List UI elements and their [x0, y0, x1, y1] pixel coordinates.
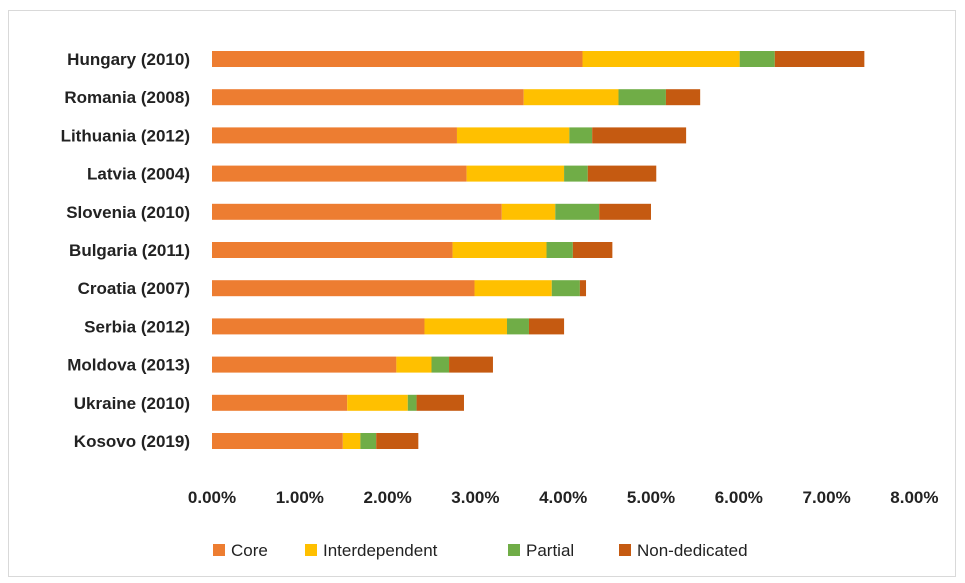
bar-segment-core	[212, 433, 343, 449]
category-label: Kosovo (2019)	[74, 432, 190, 451]
x-tick-label: 6.00%	[715, 488, 763, 507]
bar-segment-interdependent	[466, 165, 565, 182]
bar-segment-non-dedicated	[449, 356, 493, 373]
bar-segment-interdependent	[501, 203, 556, 220]
legend: Core Interdependent Partial Non-dedicated	[213, 541, 748, 560]
bar-segment-non-dedicated	[572, 242, 613, 258]
bar-segment-non-dedicated	[665, 89, 701, 106]
bar-segment-partial	[551, 280, 580, 297]
bar-segment-core	[212, 280, 475, 297]
bar-segment-interdependent	[452, 242, 547, 258]
category-label: Latvia (2004)	[87, 165, 190, 184]
bar-segment-partial	[555, 203, 600, 220]
bars	[212, 51, 865, 449]
category-label: Bulgaria (2011)	[69, 241, 190, 260]
bar-segment-core	[212, 127, 457, 144]
bar-segment-interdependent	[474, 280, 552, 297]
bar-segment-core	[212, 165, 467, 182]
bar-segment-interdependent	[396, 356, 432, 373]
bar-segment-interdependent	[347, 394, 408, 411]
bar-segment-non-dedicated	[774, 51, 865, 67]
x-tick-label: 5.00%	[627, 488, 675, 507]
legend-label: Non-dedicated	[637, 541, 748, 560]
bar-segment-non-dedicated	[528, 318, 565, 335]
bar-segment-partial	[407, 394, 417, 411]
bar-segment-core	[212, 51, 583, 67]
bar-segment-core	[212, 89, 524, 106]
bar-segment-partial	[569, 127, 593, 144]
bar-segment-partial	[618, 89, 666, 106]
bar-segment-interdependent	[582, 51, 740, 67]
bar-segment-partial	[546, 242, 573, 258]
bar-segment-interdependent	[456, 127, 570, 144]
legend-label: Interdependent	[323, 541, 438, 560]
legend-swatch	[305, 544, 317, 556]
bar-segment-core	[212, 356, 397, 373]
category-label: Serbia (2012)	[84, 317, 190, 336]
bar-segment-non-dedicated	[592, 127, 687, 144]
bar-segment-non-dedicated	[579, 280, 587, 297]
bar-segment-non-dedicated	[587, 165, 657, 182]
bar-segment-core	[212, 394, 348, 411]
bar-segment-core	[212, 203, 502, 220]
bar-segment-non-dedicated	[416, 394, 464, 411]
x-tick-label: 0.00%	[188, 488, 236, 507]
x-tick-label: 3.00%	[451, 488, 499, 507]
x-tick-label: 8.00%	[890, 488, 938, 507]
legend-swatch	[508, 544, 520, 556]
bar-segment-interdependent	[342, 433, 361, 449]
bar-segment-interdependent	[523, 89, 619, 106]
legend-swatch	[213, 544, 225, 556]
bar-segment-non-dedicated	[376, 433, 419, 449]
x-axis: 0.00% 1.00% 2.00% 3.00% 4.00% 5.00% 6.00% 7.00%…	[188, 488, 939, 507]
bar-segment-core	[212, 242, 453, 258]
category-label: Moldova (2013)	[67, 356, 190, 375]
legend-label: Partial	[526, 541, 574, 560]
x-tick-label: 4.00%	[539, 488, 587, 507]
bar-segment-partial	[564, 165, 588, 182]
x-tick-label: 2.00%	[363, 488, 411, 507]
bar-segment-partial	[431, 356, 450, 373]
bar-segment-partial	[507, 318, 529, 335]
bar-segment-partial	[360, 433, 377, 449]
bar-segment-partial	[739, 51, 775, 67]
legend-label: Core	[231, 541, 268, 560]
category-label: Croatia (2007)	[78, 279, 190, 298]
category-label: Lithuania (2012)	[61, 126, 190, 145]
bar-segment-core	[212, 318, 425, 335]
legend-swatch	[619, 544, 631, 556]
bar-segment-interdependent	[424, 318, 508, 335]
category-label: Hungary (2010)	[67, 50, 190, 69]
category-label: Slovenia (2010)	[66, 203, 190, 222]
bar-segment-non-dedicated	[599, 203, 651, 220]
category-labels: Hungary (2010) Romania (2008) Lithuania (2…	[61, 50, 190, 451]
category-label: Romania (2008)	[64, 88, 190, 107]
x-tick-label: 1.00%	[276, 488, 324, 507]
category-label: Ukraine (2010)	[74, 394, 190, 413]
x-tick-label: 7.00%	[802, 488, 850, 507]
